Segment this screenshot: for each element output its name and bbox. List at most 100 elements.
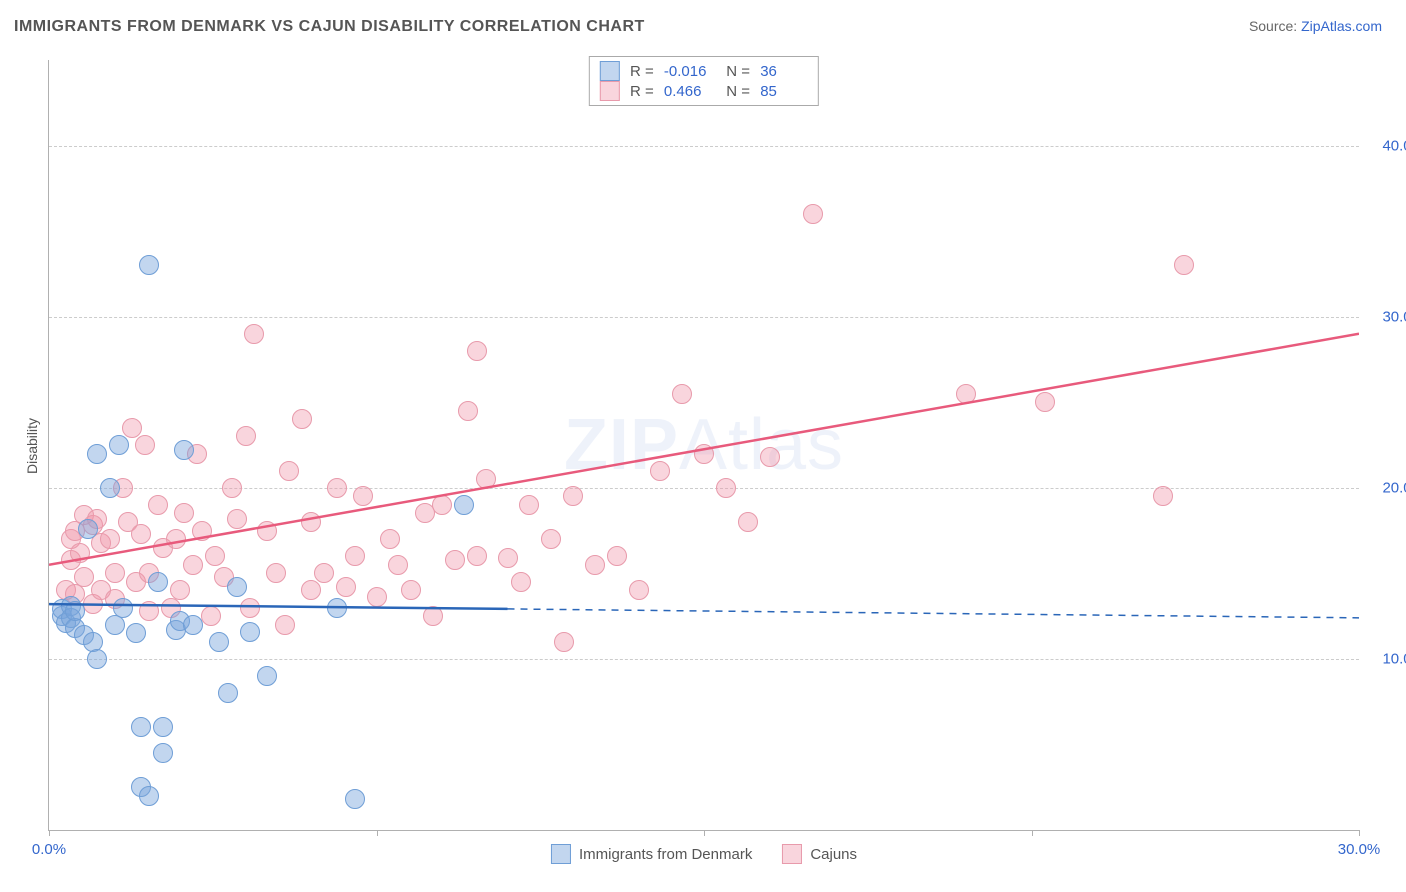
point-cajun [292, 409, 312, 429]
stat-r-label: R = [626, 83, 658, 100]
point-cajun [279, 461, 299, 481]
point-cajun [388, 555, 408, 575]
point-cajun [1153, 486, 1173, 506]
trend-blue-dashed [508, 609, 1360, 618]
source-label: Source: [1249, 18, 1301, 34]
point-cajun [1174, 255, 1194, 275]
point-cajun [367, 587, 387, 607]
grid-line [49, 317, 1359, 318]
point-cajun [445, 550, 465, 570]
point-denmark [257, 666, 277, 686]
x-tick-mark [1032, 830, 1033, 836]
point-cajun [498, 548, 518, 568]
point-denmark [327, 598, 347, 618]
point-cajun [183, 555, 203, 575]
point-cajun [563, 486, 583, 506]
stat-r-value: -0.016 [664, 63, 712, 80]
point-denmark [227, 577, 247, 597]
point-denmark [183, 615, 203, 635]
point-cajun [672, 384, 692, 404]
point-denmark [153, 717, 173, 737]
point-cajun [607, 546, 627, 566]
point-cajun [694, 444, 714, 464]
y-tick-label: 10.0% [1365, 650, 1406, 667]
x-tick-mark [1359, 830, 1360, 836]
x-tick-mark [49, 830, 50, 836]
stat-n-value: 85 [760, 83, 808, 100]
point-cajun [135, 435, 155, 455]
point-cajun [519, 495, 539, 515]
x-tick-label: 30.0% [1338, 841, 1381, 858]
chart-title: IMMIGRANTS FROM DENMARK VS CAJUN DISABIL… [14, 18, 645, 36]
point-cajun [629, 580, 649, 600]
point-cajun [240, 598, 260, 618]
legend-swatch-pink [782, 844, 802, 864]
point-cajun [353, 486, 373, 506]
point-cajun [122, 418, 142, 438]
stats-row: R = 0.466 N = 85 [600, 81, 808, 101]
point-cajun [170, 580, 190, 600]
point-cajun [511, 572, 531, 592]
point-cajun [192, 521, 212, 541]
point-cajun [301, 512, 321, 532]
plot-area: ZIPAtlas R = -0.016 N = 36 R = 0.466 N =… [48, 60, 1359, 831]
stats-row: R = -0.016 N = 36 [600, 61, 808, 81]
point-denmark [65, 601, 85, 621]
legend-swatch-pink [600, 81, 620, 101]
point-cajun [100, 529, 120, 549]
point-denmark [139, 786, 159, 806]
point-cajun [314, 563, 334, 583]
point-cajun [716, 478, 736, 498]
stat-r-label: R = [626, 63, 658, 80]
point-denmark [100, 478, 120, 498]
point-cajun [803, 204, 823, 224]
point-cajun [205, 546, 225, 566]
point-cajun [585, 555, 605, 575]
point-denmark [153, 743, 173, 763]
point-cajun [244, 324, 264, 344]
point-cajun [336, 577, 356, 597]
stat-r-value: 0.466 [664, 83, 712, 100]
point-cajun [105, 563, 125, 583]
grid-line [49, 146, 1359, 147]
legend-label: Cajuns [810, 846, 857, 863]
point-cajun [131, 524, 151, 544]
stats-legend: R = -0.016 N = 36 R = 0.466 N = 85 [589, 56, 819, 106]
point-denmark [454, 495, 474, 515]
point-cajun [467, 546, 487, 566]
point-cajun [423, 606, 443, 626]
point-cajun [458, 401, 478, 421]
source-link[interactable]: ZipAtlas.com [1301, 18, 1382, 34]
point-cajun [760, 447, 780, 467]
point-cajun [74, 567, 94, 587]
point-denmark [139, 255, 159, 275]
point-denmark [87, 649, 107, 669]
point-cajun [257, 521, 277, 541]
stat-n-label: N = [718, 63, 754, 80]
point-denmark [126, 623, 146, 643]
legend-item: Immigrants from Denmark [551, 844, 752, 864]
y-tick-label: 20.0% [1365, 479, 1406, 496]
x-tick-mark [704, 830, 705, 836]
point-cajun [541, 529, 561, 549]
point-cajun [956, 384, 976, 404]
point-cajun [266, 563, 286, 583]
y-tick-label: 40.0% [1365, 137, 1406, 154]
x-tick-mark [377, 830, 378, 836]
point-cajun [166, 529, 186, 549]
point-denmark [174, 440, 194, 460]
point-denmark [240, 622, 260, 642]
point-cajun [222, 478, 242, 498]
point-cajun [148, 495, 168, 515]
point-cajun [227, 509, 247, 529]
point-cajun [432, 495, 452, 515]
point-cajun [301, 580, 321, 600]
series-legend: Immigrants from Denmark Cajuns [551, 844, 857, 864]
point-cajun [275, 615, 295, 635]
point-cajun [476, 469, 496, 489]
point-denmark [131, 717, 151, 737]
point-cajun [201, 606, 221, 626]
point-cajun [401, 580, 421, 600]
legend-item: Cajuns [782, 844, 857, 864]
grid-line [49, 659, 1359, 660]
